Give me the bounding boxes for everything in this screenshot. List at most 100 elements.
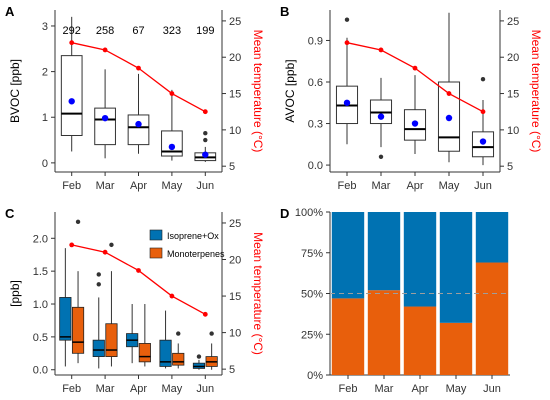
mean-point <box>343 99 351 106</box>
y-tick-label: 0.0 <box>308 160 323 172</box>
mean-point <box>101 114 109 122</box>
temperature-point <box>102 47 108 53</box>
temp-tick-label: 20 <box>229 52 241 64</box>
stacked-bar-segment <box>439 322 473 375</box>
temp-tick-label: 5 <box>507 161 513 173</box>
x-tick-label: Jun <box>196 383 214 395</box>
box-outlier <box>203 137 208 143</box>
box-body <box>92 339 105 357</box>
x-tick-label: Apr <box>406 180 423 192</box>
x-tick-label: Feb <box>62 383 81 395</box>
panel-b: B 0.0 0.3 0.6 0.9 Feb Mar Apr May Jun AVOC [ppb] 5 1… <box>280 4 543 192</box>
x-tick-label: May <box>162 383 183 395</box>
panel-a: A 0 1 2 3 Feb Mar Apr May Jun BVOC [ppb] 5 10 15 20 25 M… <box>5 4 265 192</box>
sample-count-label: 258 <box>96 25 114 37</box>
sample-count-label: 67 <box>132 25 144 37</box>
x-tick-label: Apr <box>130 180 147 192</box>
temperature-point <box>202 109 208 115</box>
mean-point <box>411 120 419 127</box>
temperature-axis-title: Mean temperature (°C) <box>529 30 543 153</box>
legend-swatch <box>149 247 163 259</box>
x-tick-label: Mar <box>96 383 115 395</box>
temperature-axis-title: Mean temperature (°C) <box>251 232 265 355</box>
box-outlier <box>378 154 384 159</box>
box-body <box>127 114 150 146</box>
temp-tick-label: 10 <box>507 125 519 137</box>
x-tick-label: Jun <box>483 383 501 395</box>
y-tick-label: 0% <box>307 370 323 382</box>
temp-tick-label: 25 <box>229 16 241 28</box>
box-body <box>94 107 116 146</box>
box-outlier <box>176 331 181 336</box>
y-tick-label: 0.6 <box>308 77 323 89</box>
temperature-axis-title: Mean temperature (°C) <box>251 30 265 153</box>
y-tick-label: 100% <box>295 207 323 219</box>
y-tick-label: 1 <box>42 112 48 124</box>
temperature-point <box>102 249 108 255</box>
temp-tick-label: 5 <box>229 364 235 376</box>
sample-count-label: 323 <box>163 25 181 37</box>
box-outlier <box>96 282 101 287</box>
x-tick-label: Jun <box>474 180 492 192</box>
temperature-point <box>344 40 350 46</box>
box-body <box>172 352 185 366</box>
x-tick-label: May <box>162 180 183 192</box>
box-outlier <box>209 331 214 336</box>
stacked-bar-segment <box>475 212 509 263</box>
temp-tick-label: 10 <box>229 328 241 340</box>
stacked-bar-segment <box>439 212 473 323</box>
temperature-point <box>480 109 486 115</box>
x-tick-label: Feb <box>338 180 357 192</box>
box-body <box>71 306 85 354</box>
box-body <box>138 343 151 363</box>
temperature-point <box>69 242 75 248</box>
stacked-bar-segment <box>367 212 401 291</box>
mean-point <box>202 151 209 158</box>
mean-point <box>445 114 453 122</box>
mean-point <box>479 138 487 145</box>
y-tick-label: 2 <box>42 67 48 79</box>
temperature-point <box>202 311 208 317</box>
y-tick-label: 0.9 <box>308 35 323 47</box>
y-tick-label: 2.0 <box>33 233 48 245</box>
y-tick-label: 3 <box>42 21 48 33</box>
panel-d: D 0% 25% 50% 75% 100% Feb Mar Apr May Jun <box>280 206 510 395</box>
sample-count-label: 199 <box>196 25 214 37</box>
temp-tick-label: 20 <box>507 52 519 64</box>
temp-tick-label: 25 <box>229 218 241 230</box>
temperature-point <box>136 268 141 273</box>
stacked-bar-segment <box>403 306 437 375</box>
y-tick-label: 0.0 <box>33 365 48 377</box>
temperature-point <box>136 65 141 71</box>
box-body <box>59 297 72 341</box>
temperature-point <box>446 91 452 96</box>
x-tick-label: May <box>439 180 460 192</box>
box-outlier <box>96 272 101 277</box>
sample-count-label: 292 <box>63 25 81 37</box>
box-outlier <box>203 131 208 136</box>
panel-letter: C <box>5 206 15 221</box>
stacked-bar-segment <box>331 212 365 299</box>
box-body <box>60 55 83 136</box>
box-body <box>159 339 172 367</box>
mean-point <box>377 113 385 120</box>
panel-letter: D <box>280 206 289 221</box>
box-body <box>161 130 183 157</box>
temp-tick-label: 20 <box>229 255 241 267</box>
y-tick-label: 0.3 <box>308 119 323 131</box>
x-tick-label: Apr <box>411 383 428 395</box>
temp-tick-label: 25 <box>507 16 519 28</box>
box-outlier <box>75 219 81 225</box>
temperature-point <box>69 40 75 46</box>
box-outlier <box>109 242 114 248</box>
panel-letter: B <box>280 4 289 19</box>
y-tick-label: 1.5 <box>33 266 48 278</box>
y-tick-label: 0.5 <box>33 332 48 344</box>
legend-swatch <box>149 229 163 241</box>
temp-tick-label: 15 <box>229 291 241 303</box>
temp-tick-label: 15 <box>229 89 241 101</box>
stacked-bar-segment <box>367 290 401 375</box>
y-tick-label: 75% <box>301 248 323 260</box>
stacked-bar-segment <box>475 262 509 375</box>
